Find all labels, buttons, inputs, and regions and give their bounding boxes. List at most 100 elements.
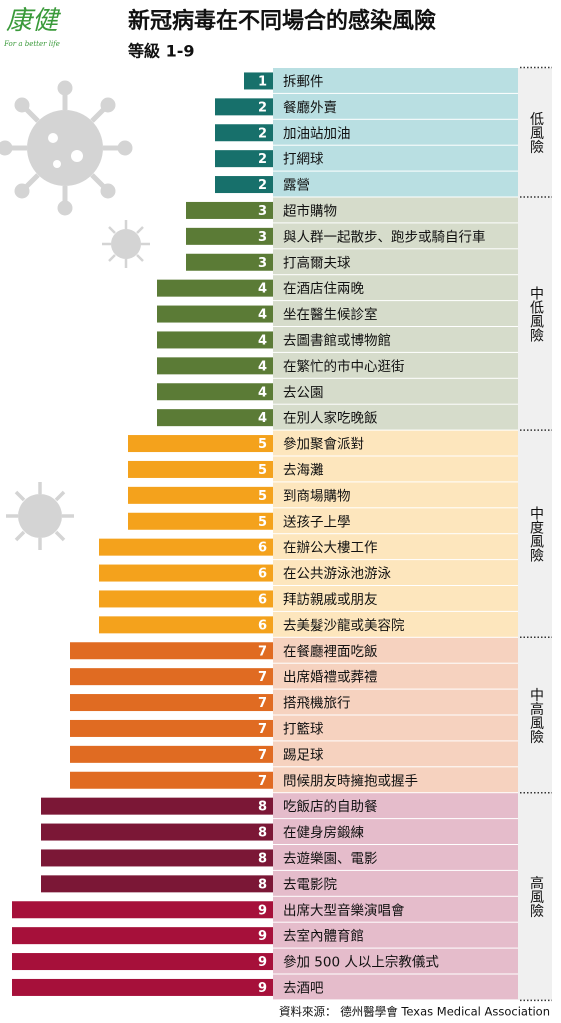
row-background <box>273 508 518 534</box>
value-label: 5 <box>258 437 267 452</box>
row-background <box>273 482 518 508</box>
row-background <box>273 845 518 870</box>
value-label: 3 <box>258 204 267 219</box>
bar <box>41 849 273 867</box>
row-background <box>273 922 518 948</box>
value-label: 8 <box>258 826 267 841</box>
row-background <box>273 378 518 404</box>
value-label: 6 <box>258 592 267 607</box>
bar <box>12 978 273 996</box>
row-background <box>273 586 518 611</box>
value-label: 4 <box>258 333 267 348</box>
value-label: 9 <box>258 955 267 970</box>
row-background <box>273 560 518 585</box>
category-label: 去圖書館或博物館 <box>283 332 391 349</box>
bar <box>12 927 273 945</box>
row-background <box>273 456 518 482</box>
row-background <box>273 870 518 896</box>
value-label: 5 <box>258 463 267 478</box>
category-label: 超市購物 <box>283 202 337 219</box>
value-label: 6 <box>258 541 267 556</box>
virus-medium <box>6 482 74 550</box>
category-label: 去電影院 <box>283 877 337 893</box>
value-label: 5 <box>258 489 267 504</box>
row-background <box>273 197 518 223</box>
category-label: 參加 500 人以上宗教儀式 <box>283 955 439 971</box>
virus-small <box>102 220 150 268</box>
value-label: 7 <box>258 696 267 711</box>
category-label: 與人群一起散步、跑步或騎自行車 <box>283 229 486 245</box>
bar <box>12 953 273 971</box>
category-label: 在別人家吃晚飯 <box>283 410 378 427</box>
bar <box>128 512 273 530</box>
bar <box>157 409 273 427</box>
category-label: 吃飯店的自助餐 <box>283 799 378 815</box>
value-label: 7 <box>258 748 267 763</box>
category-label: 出席大型音樂演唱會 <box>283 902 405 919</box>
category-label: 打高爾夫球 <box>283 254 351 271</box>
group-label: 低風險 <box>528 112 544 154</box>
value-label: 3 <box>258 256 267 271</box>
bar <box>128 460 273 478</box>
row-background <box>273 404 518 430</box>
row-background <box>273 948 518 974</box>
value-label: 9 <box>258 903 267 918</box>
category-label: 坐在醫生候診室 <box>283 306 378 323</box>
bar <box>215 124 273 142</box>
bar <box>70 694 273 712</box>
category-label: 踢足球 <box>283 747 324 763</box>
value-label: 4 <box>258 308 267 323</box>
category-label: 拜訪親戚或朋友 <box>283 592 378 608</box>
bar <box>70 719 273 737</box>
category-label: 加油站加油 <box>283 126 351 142</box>
logo-name: 康健 <box>6 6 62 36</box>
row-background <box>273 352 518 378</box>
category-label: 拆郵件 <box>283 74 324 90</box>
bar <box>157 383 273 401</box>
row-background <box>273 637 518 663</box>
bar <box>99 564 273 582</box>
value-label: 6 <box>258 618 267 633</box>
row-background <box>273 430 518 456</box>
row-background <box>273 301 518 326</box>
category-label: 去海灘 <box>283 462 324 478</box>
group-label: 中度風險 <box>528 506 544 562</box>
chart-title: 新冠病毒在不同場合的感染風險 <box>128 8 436 34</box>
row-background <box>273 534 518 560</box>
category-label: 出席婚禮或葬禮 <box>283 670 378 686</box>
category-label: 打網球 <box>283 151 324 168</box>
value-label: 3 <box>258 230 267 245</box>
value-label: 7 <box>258 644 267 659</box>
bar <box>157 331 273 349</box>
value-label: 6 <box>258 567 267 582</box>
category-label: 到商場購物 <box>283 488 351 504</box>
row-background <box>273 741 518 767</box>
value-label: 8 <box>258 851 267 866</box>
chart-subtitle: 等級 1-9 <box>127 42 194 61</box>
row-background <box>273 767 518 793</box>
virus-icons <box>0 80 150 550</box>
value-label: 8 <box>258 800 267 815</box>
bar <box>99 616 273 634</box>
row-background <box>273 68 518 93</box>
row-background <box>273 793 518 819</box>
category-label: 餐廳外賣 <box>283 99 337 116</box>
category-label: 去室內體育館 <box>283 928 364 945</box>
row-background <box>273 611 518 637</box>
value-label: 2 <box>258 178 267 193</box>
value-label: 2 <box>258 152 267 167</box>
row-background <box>273 93 518 119</box>
row-background <box>273 119 518 145</box>
value-label: 9 <box>258 929 267 944</box>
value-label: 2 <box>258 100 267 115</box>
bar <box>244 72 273 90</box>
category-label: 在公共游泳池游泳 <box>283 566 391 582</box>
category-label: 參加聚會派對 <box>283 437 364 453</box>
bar <box>157 357 273 375</box>
bar <box>215 98 273 116</box>
bar <box>99 590 273 608</box>
virus-large <box>0 80 133 216</box>
bar <box>70 668 273 686</box>
bar <box>70 745 273 763</box>
